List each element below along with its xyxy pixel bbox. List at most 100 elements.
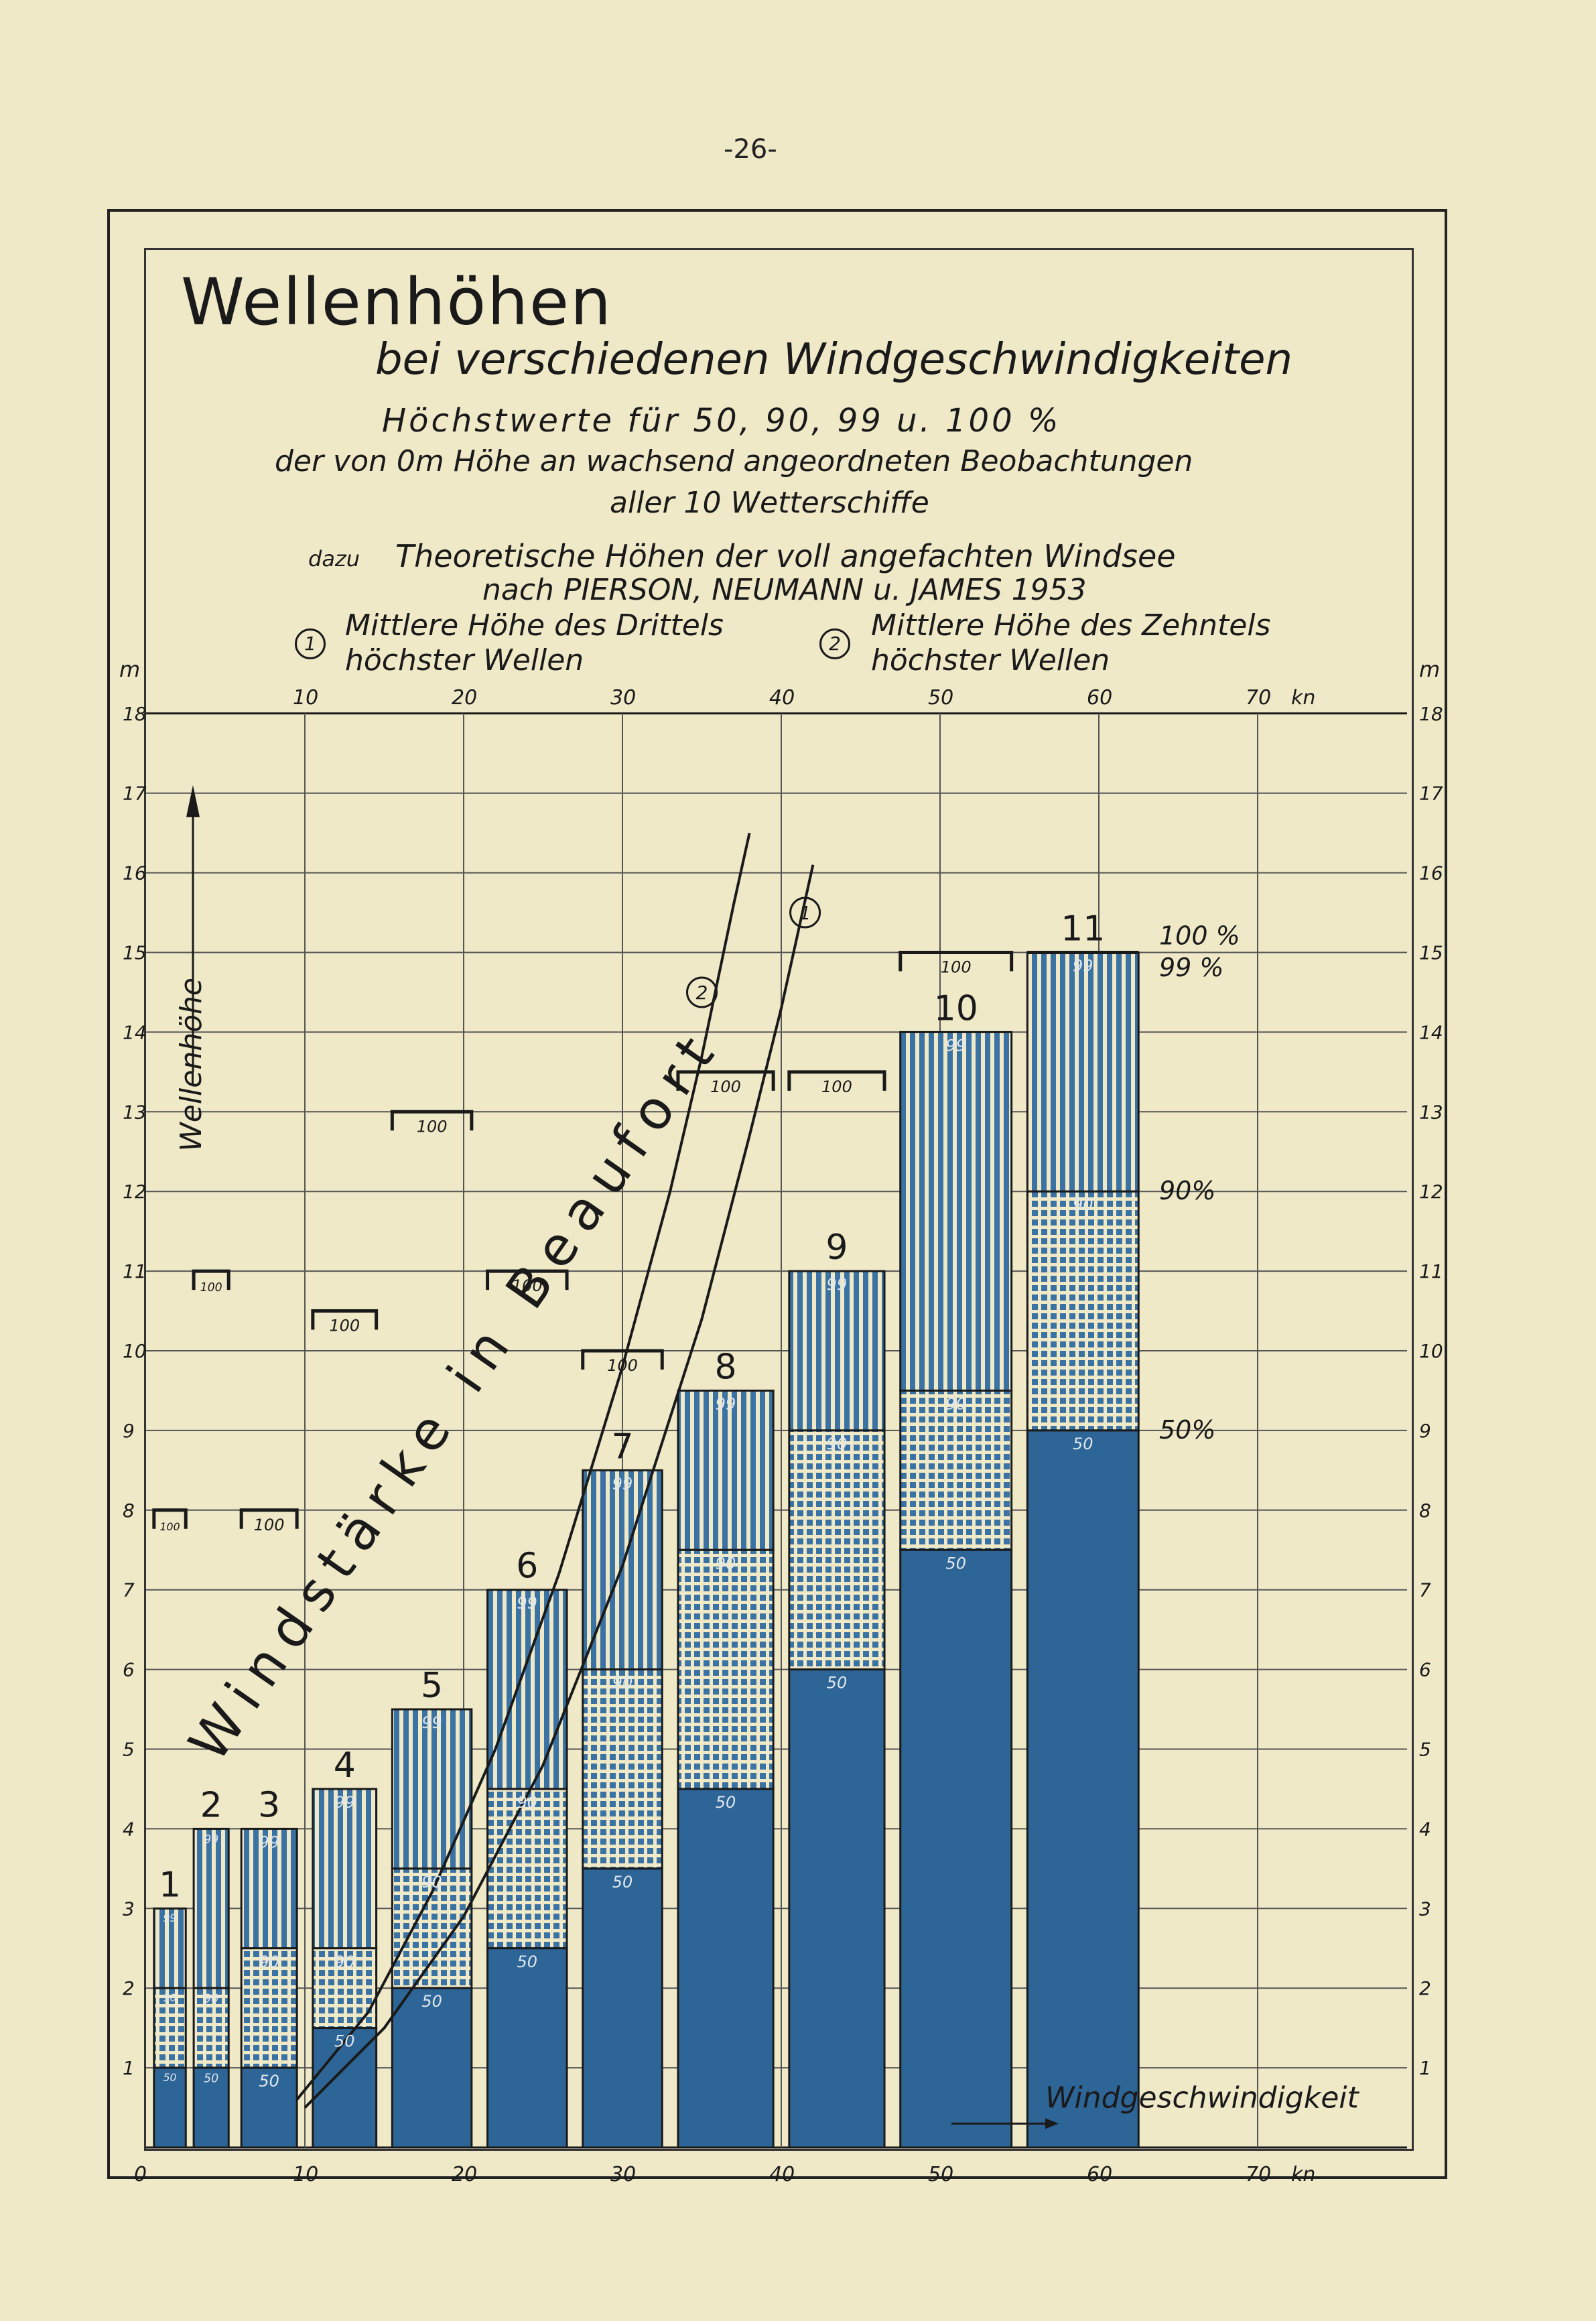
bar-label-90: 90 — [827, 1435, 848, 1453]
y-tick-label-left: 5 — [123, 1739, 135, 1761]
beaufort-number: 7 — [611, 1427, 633, 1467]
theory-prefix: dazu — [308, 546, 360, 572]
y-tick-label-right: 10 — [1419, 1340, 1443, 1362]
y-tick-label-right: 7 — [1419, 1579, 1431, 1601]
beaufort-number: 1 — [159, 1865, 181, 1905]
bracket-100-label: 100 — [941, 958, 972, 977]
y-tick-label-left: 10 — [123, 1340, 147, 1362]
bar-segment-0-50 — [1026, 1429, 1140, 2149]
y-tick-label-left: 4 — [123, 1818, 135, 1840]
y-tick-label-left: 8 — [123, 1500, 135, 1522]
y-tick-label-right: 4 — [1419, 1818, 1431, 1840]
curve-1-marker — [789, 897, 821, 929]
bracket-100 — [192, 1269, 230, 1290]
beaufort-number: 4 — [334, 1745, 356, 1786]
subtitle-line-2: der von 0m Höhe an wachsend angeordneten… — [275, 444, 1193, 478]
bar-label-90: 90 — [204, 1993, 218, 2006]
beaufort-number: 8 — [715, 1347, 737, 1387]
x-unit-bottom: kn — [1291, 2163, 1315, 2186]
bracket-100 — [581, 1349, 664, 1370]
inner-frame — [144, 248, 1414, 2151]
bar-label-50: 50 — [204, 2072, 218, 2085]
bar-label-90: 90 — [259, 1952, 279, 1971]
x-axis-arrow-head — [1045, 2118, 1059, 2129]
bar-label-50: 50 — [334, 2032, 355, 2051]
bar-segment-0-50 — [899, 1548, 1013, 2149]
bracket-100 — [311, 1309, 379, 1330]
percent-label: 99 % — [1159, 953, 1224, 982]
bar-label-90: 90 — [1073, 1195, 1093, 1214]
y-tick-label-right: 18 — [1419, 703, 1443, 725]
bracket-100 — [152, 1508, 188, 1529]
bar-segment-0-50 — [391, 1987, 473, 2149]
y-tick-label-left: 11 — [123, 1260, 147, 1282]
y-tick-label-right: 8 — [1419, 1500, 1431, 1522]
theory-line-2: nach PIERSON, NEUMANN u. JAMES 1953 — [482, 573, 1087, 607]
x-tick-label-bottom: 50 — [928, 2163, 953, 2186]
chart-title: Wellenhöhen — [181, 265, 612, 340]
bar-segment-0-50 — [788, 1668, 886, 2149]
bar-segment-0-50 — [582, 1867, 663, 2149]
beaufort-number: 11 — [1061, 909, 1105, 949]
chart-curves — [295, 832, 821, 2109]
bar-label-99: 99 — [259, 1833, 279, 1851]
x-tick-label-top: 70 — [1246, 686, 1271, 710]
y-tick-label-right: 12 — [1419, 1181, 1443, 1203]
bar-segment-50-90 — [677, 1548, 775, 1790]
bar-label-99: 99 — [334, 1793, 355, 1812]
legend-1-line-1: Mittlere Höhe des Drittels — [345, 608, 724, 643]
bar-label-90: 90 — [421, 1873, 442, 1892]
x-tick-label-top: 50 — [928, 686, 953, 710]
theory-line-1: Theoretische Höhen der voll angefachten … — [395, 538, 1176, 574]
bar-segment-90-99 — [582, 1469, 663, 1671]
bar-label-90: 90 — [945, 1394, 966, 1413]
x-tick-label-bottom: 30 — [610, 2163, 636, 2186]
bar-segment-0-50 — [240, 2066, 298, 2149]
percent-label: 90% — [1159, 1176, 1215, 1205]
bracket-100-label: 100 — [417, 1117, 448, 1136]
percent-label: 100 % — [1159, 921, 1240, 951]
bracket-100-label: 100 — [159, 1520, 180, 1533]
y-tick-label-left: 15 — [123, 942, 147, 964]
x-tick-label-bottom: 40 — [769, 2163, 795, 2186]
bracket-100 — [239, 1508, 299, 1529]
chart-subtitle: bei verschiedenen Windgeschwindigkeiten — [375, 335, 1293, 385]
bar-label-50: 50 — [1073, 1435, 1093, 1453]
bracket-100 — [390, 1110, 474, 1131]
bar-segment-90-99 — [1026, 951, 1140, 1193]
legend-2-line-1: Mittlere Höhe des Zehntels — [871, 608, 1271, 643]
bar-segment-90-99 — [486, 1589, 568, 1790]
legend-1-line-2: höchster Wellen — [345, 643, 584, 677]
x-tick-label-bottom: 20 — [452, 2163, 477, 2186]
beaufort-number: 3 — [258, 1785, 280, 1825]
beaufort-number: 6 — [516, 1546, 538, 1587]
bar-label-99: 99 — [612, 1474, 633, 1493]
bar-segment-0-50 — [486, 1947, 568, 2149]
bar-segment-90-99 — [240, 1827, 298, 1950]
curve-2-marker-label: 2 — [696, 982, 708, 1004]
beaufort-number: 5 — [421, 1666, 443, 1706]
y-axis-label: Wellenhöhe — [174, 978, 208, 1152]
x-tick-label-bottom: 70 — [1246, 2163, 1271, 2186]
y-tick-label-left: 2 — [123, 1977, 135, 1999]
bar-segment-90-99 — [391, 1708, 473, 1870]
y-unit-right: m — [1419, 657, 1440, 682]
x-unit-top: kn — [1291, 686, 1315, 710]
y-tick-label-right: 17 — [1419, 783, 1443, 805]
bar-label-50: 50 — [827, 1674, 848, 1693]
curve-1-marker-label: 1 — [799, 902, 811, 924]
curve-2-marker — [686, 976, 718, 1008]
bar-label-99: 99 — [716, 1394, 736, 1413]
bracket-100 — [899, 951, 1014, 972]
y-tick-label-left: 3 — [123, 1898, 135, 1920]
y-tick-label-left: 9 — [123, 1420, 135, 1442]
bar-label-90: 90 — [716, 1554, 736, 1573]
y-tick-label-right: 14 — [1419, 1021, 1443, 1043]
y-tick-label-left: 1 — [123, 2057, 135, 2079]
bracket-100-label: 100 — [254, 1516, 285, 1534]
bar-label-50: 50 — [421, 1992, 442, 2011]
bar-segment-50-90 — [153, 1987, 187, 2069]
bar-label-99: 99 — [421, 1713, 442, 1732]
x-tick-label-top: 30 — [610, 686, 636, 710]
